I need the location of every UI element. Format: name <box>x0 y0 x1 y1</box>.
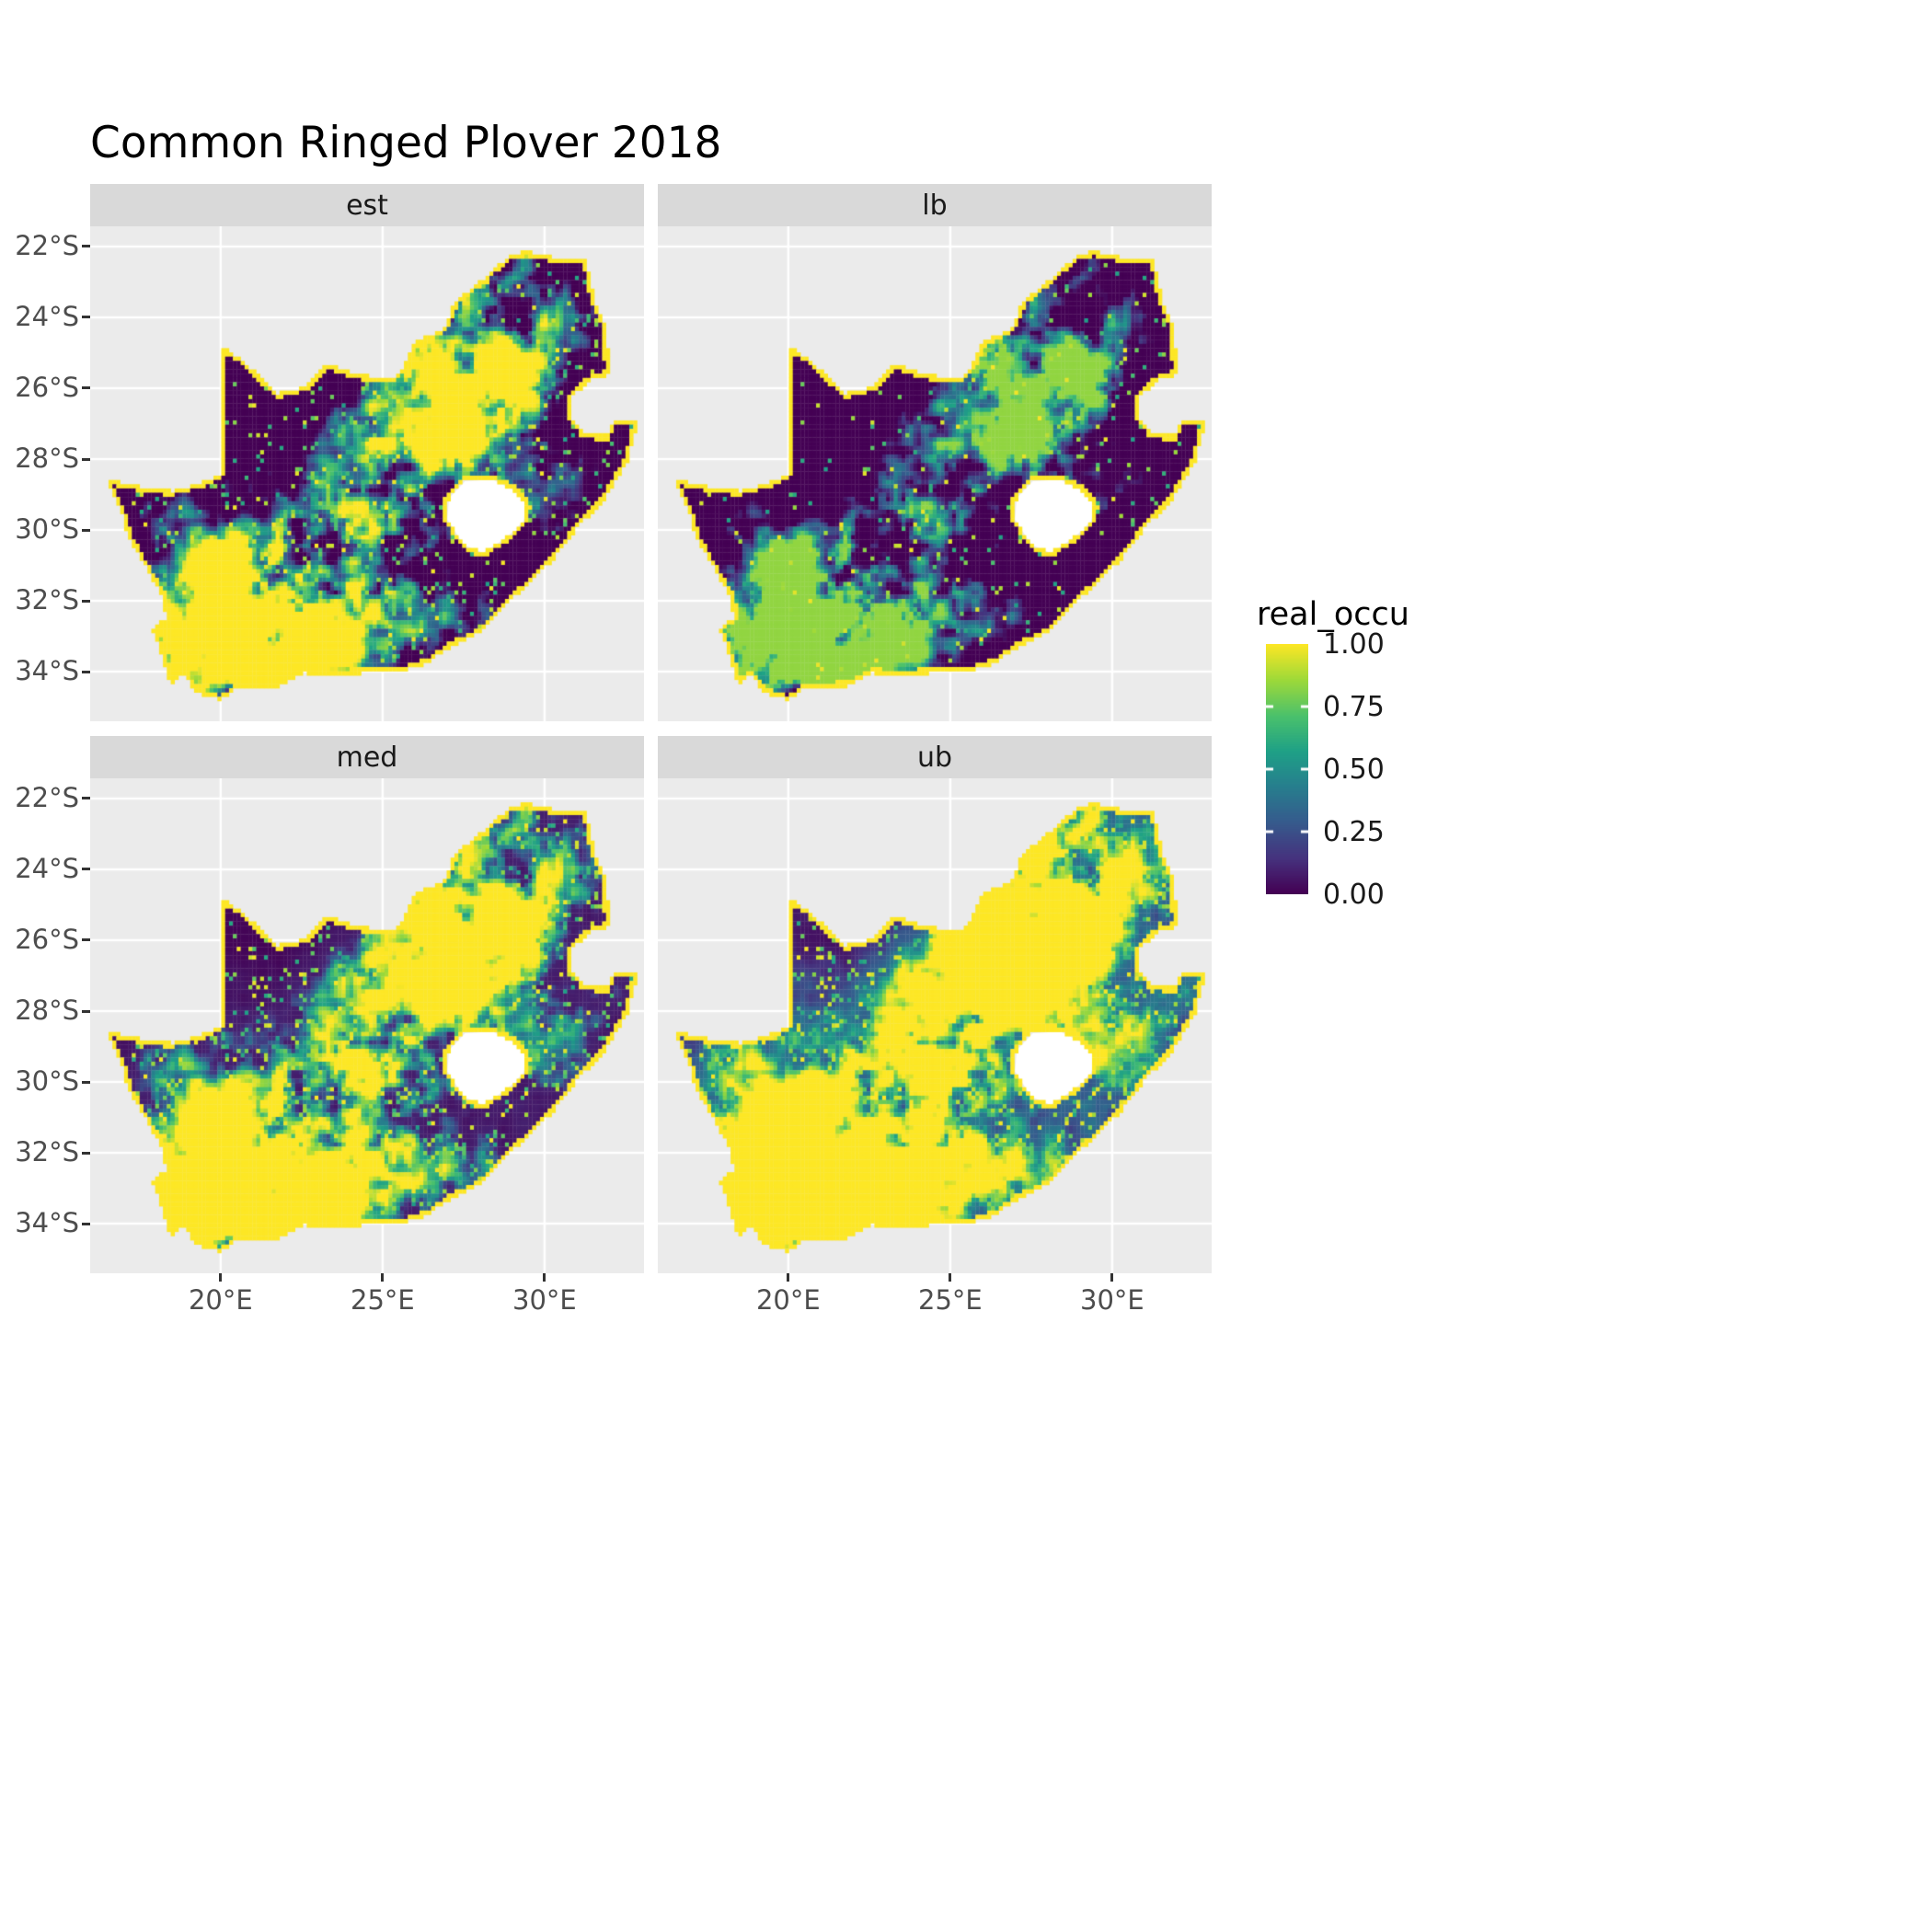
y-axis-tick-mark <box>82 868 90 871</box>
y-axis-tick-mark <box>82 1009 90 1013</box>
legend-colorbar <box>1266 644 1308 894</box>
y-axis-tick-label: 22°S <box>15 229 79 261</box>
y-axis-tick-label: 26°S <box>15 371 79 403</box>
y-axis-tick-label: 30°S <box>15 513 79 546</box>
y-axis-tick-label: 28°S <box>15 995 79 1027</box>
y-axis-tick-mark <box>82 599 90 603</box>
x-axis-tick-label: 20°E <box>755 1284 821 1316</box>
legend-tick-label: 0.50 <box>1323 753 1385 786</box>
facet-strip-med: med <box>90 736 644 778</box>
x-axis-tick-mark <box>787 1273 790 1282</box>
facet-strip-label-ub: ub <box>916 741 953 774</box>
y-axis-tick-mark <box>82 316 90 319</box>
x-axis-tick-mark <box>949 1273 952 1282</box>
legend-tick-label: 0.25 <box>1323 816 1385 848</box>
y-axis-tick-label: 28°S <box>15 443 79 475</box>
x-axis-tick-mark <box>219 1273 223 1282</box>
y-axis-tick-label: 22°S <box>15 781 79 813</box>
y-axis-tick-label: 32°S <box>15 1136 79 1168</box>
y-axis-tick-label: 34°S <box>15 1207 79 1239</box>
map-panel-lb <box>658 226 1212 721</box>
legend-tick-label: 1.00 <box>1323 628 1385 661</box>
y-axis-tick-mark <box>82 457 90 461</box>
legend-title: real_occu <box>1257 596 1409 633</box>
map-panel-ub <box>658 778 1212 1273</box>
y-axis-tick-mark <box>82 386 90 390</box>
x-axis-tick-mark <box>543 1273 546 1282</box>
y-axis-tick-mark <box>82 797 90 800</box>
x-axis-tick-label: 25°E <box>351 1284 415 1316</box>
y-axis-tick-label: 24°S <box>15 852 79 884</box>
legend-tick-label: 0.00 <box>1323 879 1385 911</box>
map-panel-est <box>90 226 644 721</box>
x-axis-tick-mark <box>381 1273 385 1282</box>
x-axis-tick-mark <box>1110 1273 1114 1282</box>
y-axis-tick-mark <box>82 245 90 248</box>
x-axis-tick-label: 30°E <box>1080 1284 1144 1316</box>
legend-tick-label: 0.75 <box>1323 691 1385 723</box>
x-axis-tick-label: 30°E <box>512 1284 577 1316</box>
y-axis-tick-mark <box>82 670 90 673</box>
y-axis-tick-label: 34°S <box>15 655 79 687</box>
facet-strip-lb: lb <box>658 184 1212 226</box>
chart-title: Common Ringed Plover 2018 <box>90 118 722 168</box>
y-axis-tick-label: 24°S <box>15 300 79 332</box>
facet-strip-est: est <box>90 184 644 226</box>
y-axis-tick-mark <box>82 1080 90 1084</box>
y-axis-tick-label: 32°S <box>15 584 79 616</box>
y-axis-tick-mark <box>82 1222 90 1225</box>
y-axis-tick-mark <box>82 528 90 532</box>
facet-strip-label-med: med <box>336 741 398 774</box>
x-axis-tick-label: 20°E <box>188 1284 253 1316</box>
map-panel-med <box>90 778 644 1273</box>
y-axis-tick-mark <box>82 938 90 942</box>
facet-strip-label-lb: lb <box>922 189 948 222</box>
facet-strip-ub: ub <box>658 736 1212 778</box>
facet-strip-label-est: est <box>346 189 388 222</box>
y-axis-tick-label: 26°S <box>15 923 79 955</box>
x-axis-tick-label: 25°E <box>918 1284 983 1316</box>
y-axis-tick-label: 30°S <box>15 1065 79 1098</box>
y-axis-tick-mark <box>82 1151 90 1155</box>
